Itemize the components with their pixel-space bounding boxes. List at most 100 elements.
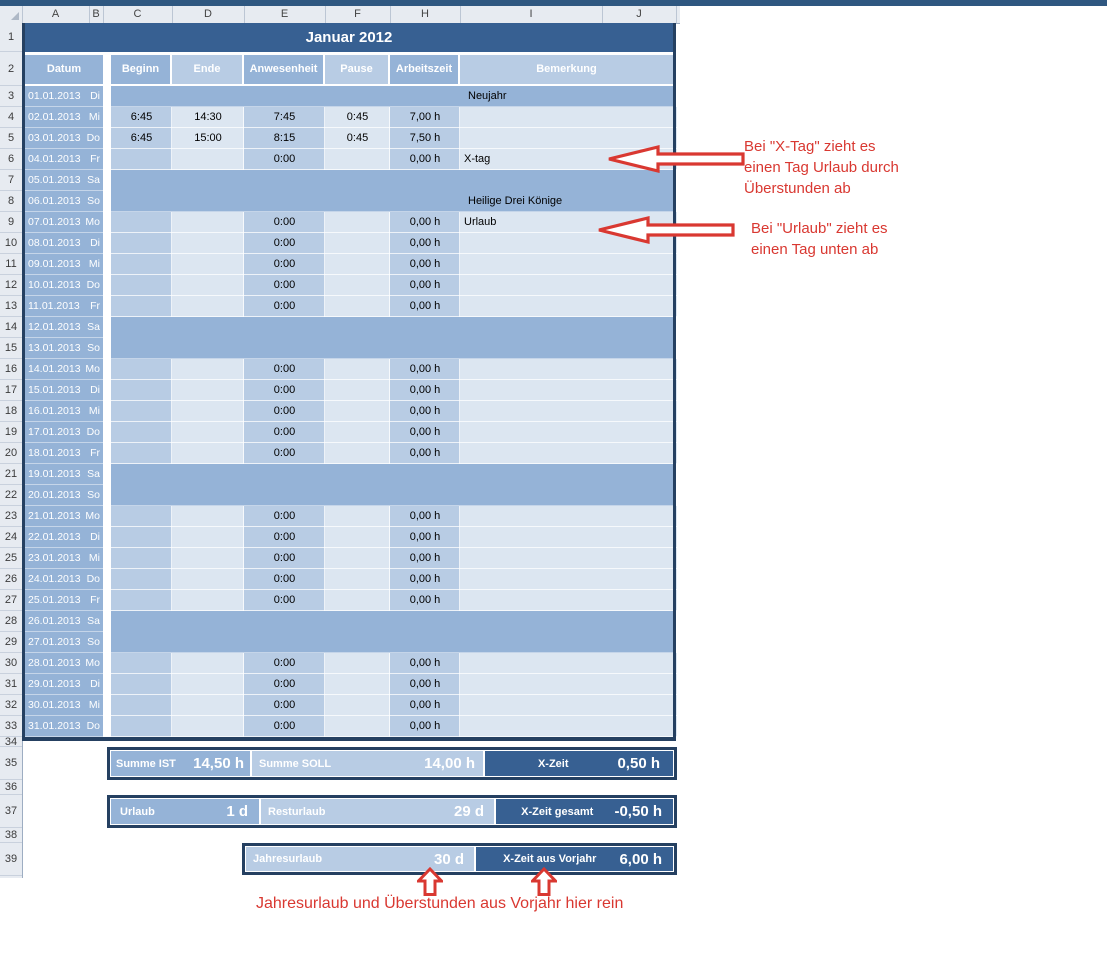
cell-beginn[interactable] (111, 149, 172, 170)
cell-beginn[interactable] (111, 212, 172, 233)
cell-anwesenheit[interactable]: 0:00 (244, 380, 325, 401)
cell-beginn[interactable] (111, 296, 172, 317)
cell-datum[interactable]: 29.01.2013Di (25, 674, 103, 695)
cell-arbeitszeit[interactable]: 7,50 h (390, 128, 460, 149)
cell-beginn[interactable] (111, 422, 172, 443)
x-zeit-cell[interactable]: X-Zeit 0,50 h (485, 751, 673, 776)
cell-bemerkung[interactable] (460, 653, 677, 674)
cell-pause[interactable] (325, 401, 390, 422)
cell-anwesenheit[interactable]: 0:00 (244, 422, 325, 443)
cell-pause[interactable] (325, 212, 390, 233)
cell-beginn[interactable] (111, 590, 172, 611)
cell-datum[interactable]: 26.01.2013Sa (25, 611, 103, 632)
cell-ende[interactable] (172, 506, 244, 527)
cell-pause[interactable] (325, 674, 390, 695)
cell-anwesenheit[interactable]: 0:00 (244, 233, 325, 254)
cell-pause[interactable] (325, 653, 390, 674)
cell-datum[interactable]: 15.01.2013Di (25, 380, 103, 401)
cell-arbeitszeit[interactable]: 0,00 h (390, 296, 460, 317)
cell-datum[interactable]: 02.01.2013Mi (25, 107, 103, 128)
cell-anwesenheit[interactable]: 0:00 (244, 296, 325, 317)
cell-anwesenheit[interactable]: 0:00 (244, 569, 325, 590)
cell-ende[interactable] (172, 674, 244, 695)
x-zeit-gesamt-cell[interactable]: X-Zeit gesamt -0,50 h (496, 799, 673, 824)
cell-ende[interactable] (172, 569, 244, 590)
weekend-band[interactable] (111, 485, 673, 506)
cell-arbeitszeit[interactable]: 0,00 h (390, 653, 460, 674)
cell-pause[interactable] (325, 443, 390, 464)
cell-anwesenheit[interactable]: 0:00 (244, 695, 325, 716)
cell-bemerkung[interactable] (460, 275, 677, 296)
cell-datum[interactable]: 16.01.2013Mi (25, 401, 103, 422)
cell-bemerkung[interactable] (460, 422, 677, 443)
cell-pause[interactable] (325, 149, 390, 170)
cell-anwesenheit[interactable]: 8:15 (244, 128, 325, 149)
cell-bemerkung[interactable] (460, 359, 677, 380)
cell-anwesenheit[interactable]: 0:00 (244, 527, 325, 548)
cell-arbeitszeit[interactable]: 0,00 h (390, 149, 460, 170)
cell-arbeitszeit[interactable]: 0,00 h (390, 569, 460, 590)
cell-arbeitszeit[interactable]: 0,00 h (390, 380, 460, 401)
cell-bemerkung[interactable] (460, 695, 677, 716)
cell-bemerkung[interactable] (460, 674, 677, 695)
cell-pause[interactable] (325, 590, 390, 611)
cell-arbeitszeit[interactable]: 0,00 h (390, 254, 460, 275)
holiday-band[interactable]: Heilige Drei Könige (111, 191, 673, 212)
cell-bemerkung[interactable] (460, 401, 677, 422)
cell-datum[interactable]: 06.01.2013So (25, 191, 103, 212)
cell-datum[interactable]: 27.01.2013So (25, 632, 103, 653)
cell-pause[interactable] (325, 422, 390, 443)
cell-anwesenheit[interactable]: 0:00 (244, 506, 325, 527)
cell-beginn[interactable] (111, 674, 172, 695)
cell-anwesenheit[interactable]: 0:00 (244, 275, 325, 296)
weekend-band[interactable] (111, 632, 673, 653)
cell-bemerkung[interactable] (460, 716, 677, 737)
cell-datum[interactable]: 25.01.2013Fr (25, 590, 103, 611)
cell-arbeitszeit[interactable]: 0,00 h (390, 674, 460, 695)
cell-ende[interactable] (172, 401, 244, 422)
cell-ende[interactable] (172, 149, 244, 170)
cell-beginn[interactable] (111, 506, 172, 527)
cell-beginn[interactable]: 6:45 (111, 107, 172, 128)
cell-datum[interactable]: 05.01.2013Sa (25, 170, 103, 191)
cell-anwesenheit[interactable]: 0:00 (244, 653, 325, 674)
cell-pause[interactable]: 0:45 (325, 128, 390, 149)
cell-arbeitszeit[interactable]: 0,00 h (390, 233, 460, 254)
cell-pause[interactable]: 0:45 (325, 107, 390, 128)
cell-bemerkung[interactable] (460, 443, 677, 464)
cell-pause[interactable] (325, 254, 390, 275)
cell-datum[interactable]: 19.01.2013Sa (25, 464, 103, 485)
cell-arbeitszeit[interactable]: 0,00 h (390, 401, 460, 422)
cell-anwesenheit[interactable]: 0:00 (244, 359, 325, 380)
cell-datum[interactable]: 22.01.2013Di (25, 527, 103, 548)
cell-anwesenheit[interactable]: 0:00 (244, 590, 325, 611)
cell-anwesenheit[interactable]: 7:45 (244, 107, 325, 128)
cell-datum[interactable]: 08.01.2013Di (25, 233, 103, 254)
cell-arbeitszeit[interactable]: 0,00 h (390, 443, 460, 464)
cell-beginn[interactable] (111, 275, 172, 296)
cell-ende[interactable] (172, 233, 244, 254)
x-zeit-vorjahr-cell[interactable]: X-Zeit aus Vorjahr 6,00 h (476, 847, 673, 871)
cell-bemerkung[interactable] (460, 506, 677, 527)
cell-pause[interactable] (325, 527, 390, 548)
cell-beginn[interactable] (111, 653, 172, 674)
cell-ende[interactable] (172, 422, 244, 443)
cell-datum[interactable]: 28.01.2013Mo (25, 653, 103, 674)
cell-bemerkung[interactable] (460, 107, 677, 128)
cell-beginn[interactable] (111, 548, 172, 569)
cell-datum[interactable]: 23.01.2013Mi (25, 548, 103, 569)
cell-datum[interactable]: 31.01.2013Do (25, 716, 103, 737)
cell-arbeitszeit[interactable]: 0,00 h (390, 548, 460, 569)
urlaub-cell[interactable]: Urlaub 1 d (111, 799, 259, 824)
cell-anwesenheit[interactable]: 0:00 (244, 548, 325, 569)
cell-ende[interactable] (172, 527, 244, 548)
summe-ist-cell[interactable]: Summe IST 14,50 h (111, 751, 250, 776)
cell-datum[interactable]: 18.01.2013Fr (25, 443, 103, 464)
weekend-band[interactable] (111, 170, 673, 191)
cell-datum[interactable]: 24.01.2013Do (25, 569, 103, 590)
cell-pause[interactable] (325, 275, 390, 296)
cell-pause[interactable] (325, 569, 390, 590)
cell-anwesenheit[interactable]: 0:00 (244, 443, 325, 464)
cell-datum[interactable]: 10.01.2013Do (25, 275, 103, 296)
cell-ende[interactable] (172, 296, 244, 317)
